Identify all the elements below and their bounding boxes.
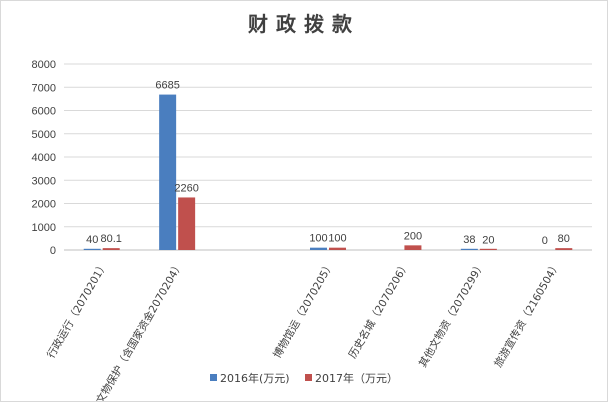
bar <box>178 197 196 250</box>
legend-swatch <box>305 374 312 381</box>
y-tick-label: 6000 <box>32 106 56 118</box>
y-tick-label: 8000 <box>32 59 56 71</box>
y-axis-ticks: 0 1000 2000 3000 4000 5000 6000 7000 8000 <box>32 59 56 257</box>
chart-title: 财政拨款 <box>248 12 360 36</box>
bar <box>159 94 177 250</box>
data-label: 100 <box>309 233 327 245</box>
bars <box>83 94 573 250</box>
y-tick-label: 7000 <box>32 82 56 94</box>
y-tick-label: 4000 <box>32 152 56 164</box>
bar <box>83 248 101 250</box>
gridlines <box>64 63 592 251</box>
legend-label: 2016年(万元) <box>220 371 290 385</box>
bar <box>329 247 346 250</box>
bar <box>310 247 327 250</box>
data-label: 2260 <box>174 182 198 194</box>
bar <box>479 248 497 250</box>
y-tick-label: 3000 <box>32 175 56 187</box>
category-label: 文物保护（含国家资金2070204） <box>93 259 185 401</box>
category-label: 历史名城（2070206） <box>346 259 412 361</box>
data-label: 80 <box>558 233 570 245</box>
legend-swatch <box>210 374 217 381</box>
data-label: 40 <box>86 234 98 246</box>
y-tick-label: 2000 <box>32 199 56 211</box>
bar <box>460 248 478 250</box>
y-tick-label: 5000 <box>32 129 56 141</box>
y-tick-label: 0 <box>50 245 56 257</box>
bar <box>404 245 422 250</box>
data-label: 6685 <box>155 80 179 92</box>
data-label: 0 <box>542 235 548 247</box>
data-label: 80.1 <box>101 233 122 245</box>
legend-label: 2017年（万元） <box>315 371 398 385</box>
data-label: 100 <box>328 233 346 245</box>
category-label: 旅游宣传资（2160504） <box>491 259 562 370</box>
category-labels: 行政运行（2070201）文物保护（含国家资金2070204） 博物馆运（2070… <box>44 259 563 401</box>
bar <box>102 248 120 250</box>
legend: 2016年(万元) 2017年（万元） <box>210 371 398 385</box>
category-label: 其他文物资（2070299） <box>416 259 487 370</box>
bar <box>555 248 573 250</box>
y-tick-label: 1000 <box>32 222 56 234</box>
category-label: 行政运行（2070201） <box>44 259 110 361</box>
data-label: 20 <box>482 235 494 247</box>
data-label: 38 <box>463 234 475 246</box>
category-label: 博物馆运（2070205） <box>270 259 336 361</box>
data-label: 200 <box>404 230 422 242</box>
